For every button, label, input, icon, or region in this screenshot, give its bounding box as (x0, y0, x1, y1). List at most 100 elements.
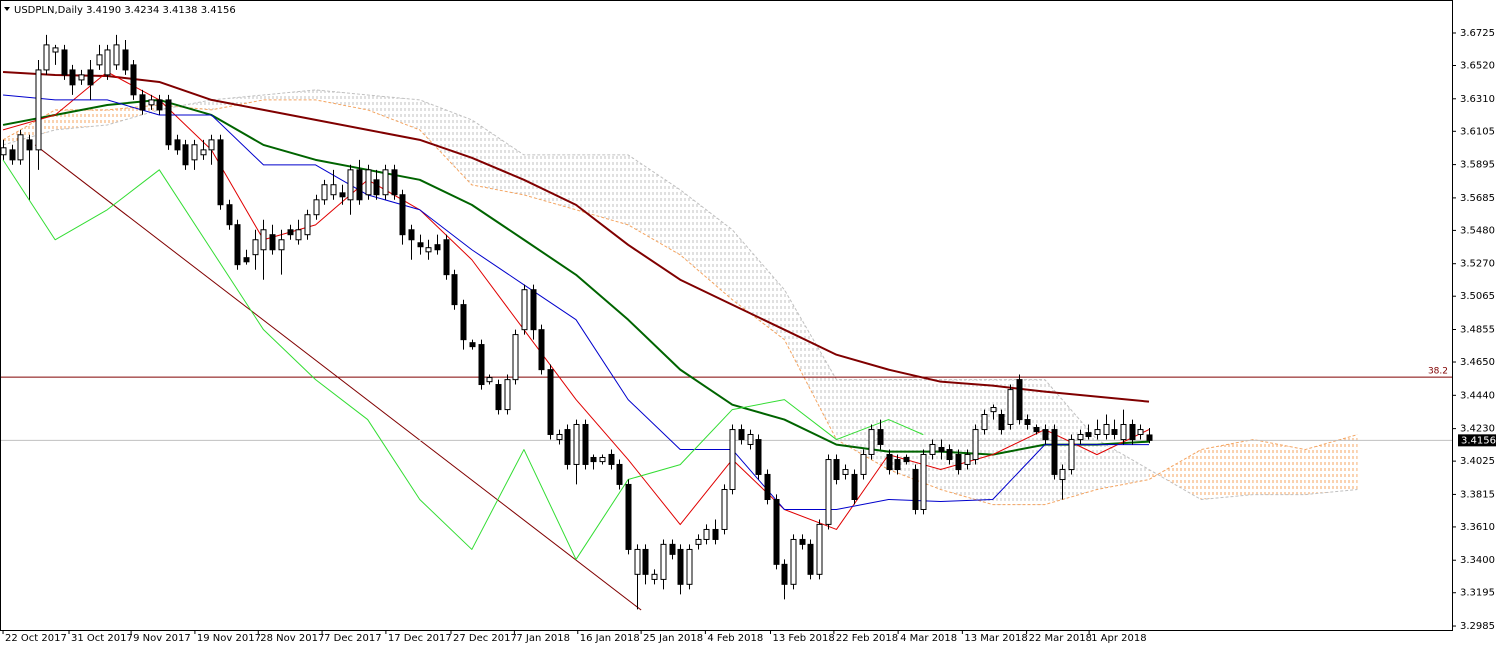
candle-body (382, 169, 389, 196)
candle-body (339, 192, 346, 198)
candle-body (1042, 429, 1049, 441)
candle-body (660, 543, 667, 580)
x-tick-label: 31 Oct 2017 (71, 633, 133, 644)
candle-body (104, 49, 111, 76)
cloud-fill (55, 109, 108, 130)
candle-body (1051, 429, 1058, 475)
candle-body (946, 449, 953, 461)
candle-body (747, 433, 754, 445)
candle-body (964, 453, 971, 465)
x-tick-label: 9 Nov 2017 (133, 633, 191, 644)
candle-body (1016, 379, 1023, 421)
candle-body (851, 473, 858, 500)
candle-body (642, 548, 649, 575)
candle-body (113, 44, 120, 66)
price-box-label: 3.4156 (1461, 435, 1496, 446)
candle-body (530, 289, 537, 331)
x-tick-label: 17 Dec 2017 (388, 633, 452, 644)
x-tick-label: 13 Mar 2018 (964, 633, 1027, 644)
candle-body (764, 473, 771, 500)
candle-body (877, 429, 884, 445)
candle-body (9, 149, 16, 161)
cloud-fill (1305, 434, 1358, 495)
candle-body (703, 528, 710, 540)
candle-body (478, 344, 485, 386)
candle-body (807, 543, 814, 575)
x-tick-label: 1 Apr 2018 (1091, 633, 1146, 644)
cloud-fill (680, 189, 733, 300)
x-tick-label: 22 Mar 2018 (1029, 633, 1092, 644)
y-tick-label: 3.5270 (1460, 259, 1495, 270)
y-tick-label: 3.3610 (1460, 522, 1495, 533)
x-tick-label: 22 Oct 2017 (5, 633, 67, 644)
candle-body (408, 229, 415, 241)
y-tick-label: 3.2985 (1460, 621, 1495, 632)
symbol: USDPLN,Daily (14, 5, 83, 16)
cloud-fill (471, 119, 524, 195)
candle-body (669, 543, 676, 555)
candle-body (504, 379, 511, 411)
fib-level-label: 38.2 (1428, 367, 1448, 377)
candle-body (61, 49, 68, 76)
indicator-line (2, 94, 1150, 510)
candle-body (990, 407, 997, 413)
high-label: 3.4234 (124, 5, 159, 16)
x-tick-label: 13 Feb 2018 (772, 633, 834, 644)
low-label: 3.4138 (163, 5, 198, 16)
candle-body (165, 99, 172, 146)
y-tick-label: 3.5065 (1460, 291, 1495, 302)
candle-body (1059, 469, 1066, 481)
candle-body (417, 242, 424, 248)
candle-body (287, 229, 294, 236)
candle-body (955, 453, 962, 471)
x-tick-label: 4 Mar 2018 (900, 633, 957, 644)
plot-area (1, 34, 1452, 611)
candle-body (651, 573, 658, 580)
candle-body (860, 453, 867, 475)
plot-frame (0, 0, 1453, 631)
cloud-fill (732, 229, 785, 340)
candle-body (26, 139, 33, 151)
candle-body (573, 423, 580, 465)
x-tick-label: 28 Nov 2017 (260, 633, 324, 644)
candle-body (226, 204, 233, 226)
header: USDPLN,Daily 3.4190 3.4234 3.4138 3.4156 (14, 5, 236, 16)
candle-body (816, 523, 823, 575)
x-tick-label: 4 Feb 2018 (707, 633, 763, 644)
candle-body (1068, 439, 1075, 471)
y-tick-label: 3.4230 (1460, 424, 1495, 435)
cloud-fill (940, 379, 993, 505)
candle-body (825, 459, 832, 525)
price-box (1458, 434, 1496, 447)
candle-body (512, 334, 519, 381)
candle-body (17, 134, 24, 161)
candle-body (599, 456, 606, 463)
candle-body (912, 469, 919, 510)
x-tick-label: 7 Dec 2017 (324, 633, 382, 644)
candle-body (799, 538, 806, 545)
candle-body (625, 483, 632, 550)
y-tick-label: 3.6725 (1460, 28, 1495, 39)
cloud-fill (263, 89, 316, 100)
candle-body (677, 548, 684, 585)
cloud-fill (1149, 449, 1202, 500)
candle-body (252, 239, 259, 256)
cloud-fill (523, 154, 577, 210)
candle-body (920, 453, 927, 510)
candle-body (894, 459, 901, 471)
candle-body (547, 369, 554, 435)
candle-body (35, 69, 42, 151)
candle-body (868, 429, 875, 455)
candle-body (234, 224, 241, 266)
close-label: 3.4156 (201, 5, 236, 16)
candle-body (96, 54, 103, 66)
candle-body (929, 443, 936, 455)
candle-body (790, 538, 797, 585)
candle-body (1137, 429, 1144, 435)
candle-body (998, 414, 1005, 431)
candle-body (1, 147, 7, 156)
candle-body (833, 459, 840, 481)
candle-body (1085, 432, 1092, 438)
candle-body (399, 194, 406, 236)
candle-body (174, 139, 181, 151)
